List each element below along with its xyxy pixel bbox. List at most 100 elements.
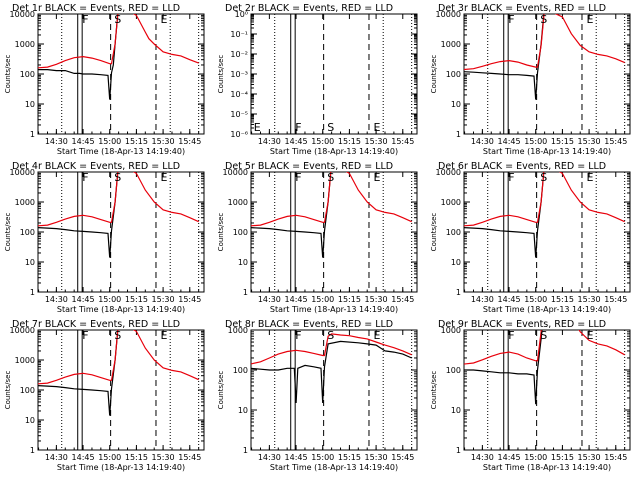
y-tick-label: 10 — [25, 100, 35, 109]
x-tick-label: 14:30 — [258, 295, 281, 304]
series-black — [464, 172, 545, 258]
event-marker: S — [540, 13, 547, 26]
event-marker: E — [374, 121, 381, 134]
y-tick-label: 1 — [456, 446, 461, 455]
y-tick-label: 1000 — [15, 198, 35, 207]
y-tick-label: 1 — [30, 288, 35, 297]
x-axis-label: Start Time (18-Apr-13 14:19:40) — [57, 305, 185, 314]
plot-frame — [37, 171, 205, 293]
x-tick-label: 15:00 — [311, 295, 334, 304]
y-tick-label: 10⁻⁴ — [230, 90, 248, 99]
panel-title: Det 9r BLACK = Events, RED = LLD — [438, 319, 606, 330]
plot-frame — [463, 13, 631, 135]
x-axis-label: Start Time (18-Apr-13 14:19:40) — [270, 305, 398, 314]
event-marker: F — [82, 171, 88, 184]
panel-2: Det 2r BLACK = Events, RED = LLD 10⁻⁶ 10⁻⁵… — [217, 3, 418, 156]
y-tick-label: 10⁻³ — [230, 70, 248, 79]
y-tick-label: 10 — [238, 406, 248, 415]
panel-7: Det 7r BLACK = Events, RED = LLD 1 10 100 10… — [4, 319, 205, 472]
y-tick-label: 10 — [25, 416, 35, 425]
panel-8: Det 8r BLACK = Events, RED = LLD 1 10 100 10… — [217, 319, 418, 472]
y-axis-label: Counts/sec — [217, 55, 225, 94]
x-tick-label: 14:30 — [471, 295, 494, 304]
series-black — [251, 172, 332, 258]
event-marker: F — [82, 13, 88, 26]
x-tick-label: 15:30 — [152, 137, 175, 146]
y-tick-label: 100 — [233, 228, 248, 237]
panel-title: Det 7r BLACK = Events, RED = LLD — [12, 319, 180, 330]
y-tick-label: 10000 — [10, 168, 35, 177]
x-tick-label: 15:30 — [578, 453, 601, 462]
series-red — [464, 14, 625, 71]
event-marker: E — [374, 329, 381, 342]
y-tick-label: 1000 — [15, 40, 35, 49]
x-tick-label: 15:00 — [98, 137, 121, 146]
panel-1: Det 1r BLACK = Events, RED = LLD 1 10 100 10… — [4, 3, 205, 156]
y-tick-label: 100 — [446, 228, 461, 237]
x-axis-label: Start Time (18-Apr-13 14:19:40) — [483, 147, 611, 156]
y-tick-label: 1000 — [15, 356, 35, 365]
x-axis-label: Start Time (18-Apr-13 14:19:40) — [57, 463, 185, 472]
y-tick-label: 1000 — [441, 40, 461, 49]
x-tick-label: 15:00 — [98, 295, 121, 304]
series-black — [38, 172, 119, 258]
y-axis-label: Counts/sec — [4, 55, 12, 94]
plot-frame — [463, 329, 631, 451]
y-axis-label: Counts/sec — [430, 213, 438, 252]
event-marker: E — [161, 171, 168, 184]
panel-title: Det 6r BLACK = Events, RED = LLD — [438, 161, 606, 172]
x-tick-label: 15:00 — [524, 453, 547, 462]
x-tick-label: 15:45 — [178, 137, 201, 146]
plot-frame — [463, 171, 631, 293]
panel-title: Det 3r BLACK = Events, RED = LLD — [438, 3, 606, 14]
y-tick-label: 1 — [30, 446, 35, 455]
x-tick-label: 15:45 — [391, 295, 414, 304]
x-tick-label: 14:30 — [258, 137, 281, 146]
x-tick-label: 15:15 — [125, 295, 148, 304]
y-tick-label: 10⁻² — [230, 50, 248, 59]
panel-6: Det 6r BLACK = Events, RED = LLD 1 10 100 10… — [430, 161, 631, 314]
x-tick-label: 15:45 — [604, 137, 627, 146]
x-tick-label: 14:30 — [45, 137, 68, 146]
x-tick-label: 14:30 — [471, 137, 494, 146]
panel-3: Det 3r BLACK = Events, RED = LLD 1 10 100 10… — [430, 3, 631, 156]
x-tick-label: 15:45 — [178, 295, 201, 304]
y-tick-label: 10000 — [223, 168, 248, 177]
x-tick-label: 14:30 — [45, 453, 68, 462]
x-axis-label: Start Time (18-Apr-13 14:19:40) — [270, 147, 398, 156]
plot-frame — [250, 171, 418, 293]
x-tick-label: 15:15 — [551, 295, 574, 304]
series-black — [38, 14, 119, 100]
series-black — [464, 14, 545, 100]
event-marker: F — [82, 329, 88, 342]
x-tick-label: 15:45 — [391, 453, 414, 462]
series-red — [251, 333, 412, 365]
event-marker: E — [254, 121, 261, 134]
x-tick-label: 15:30 — [365, 137, 388, 146]
x-tick-label: 14:45 — [72, 137, 95, 146]
event-marker: E — [374, 171, 381, 184]
y-tick-label: 100 — [20, 386, 35, 395]
x-tick-label: 14:45 — [498, 295, 521, 304]
y-axis-label: Counts/sec — [4, 213, 12, 252]
y-tick-label: 1000 — [228, 326, 248, 335]
event-marker: E — [161, 329, 168, 342]
x-tick-label: 15:00 — [524, 137, 547, 146]
y-tick-label: 100 — [233, 366, 248, 375]
x-tick-label: 15:30 — [365, 295, 388, 304]
x-tick-label: 15:15 — [551, 137, 574, 146]
y-tick-label: 1000 — [441, 198, 461, 207]
series-red — [38, 14, 199, 69]
x-axis-label: Start Time (18-Apr-13 14:19:40) — [483, 463, 611, 472]
y-tick-label: 1 — [30, 130, 35, 139]
y-tick-label: 1 — [243, 446, 248, 455]
series-black — [464, 330, 543, 405]
x-tick-label: 15:15 — [338, 137, 361, 146]
y-tick-label: 100 — [446, 70, 461, 79]
event-marker: E — [587, 13, 594, 26]
event-marker: S — [540, 171, 547, 184]
x-tick-label: 14:30 — [471, 453, 494, 462]
event-marker: S — [327, 329, 334, 342]
y-tick-label: 100 — [446, 366, 461, 375]
